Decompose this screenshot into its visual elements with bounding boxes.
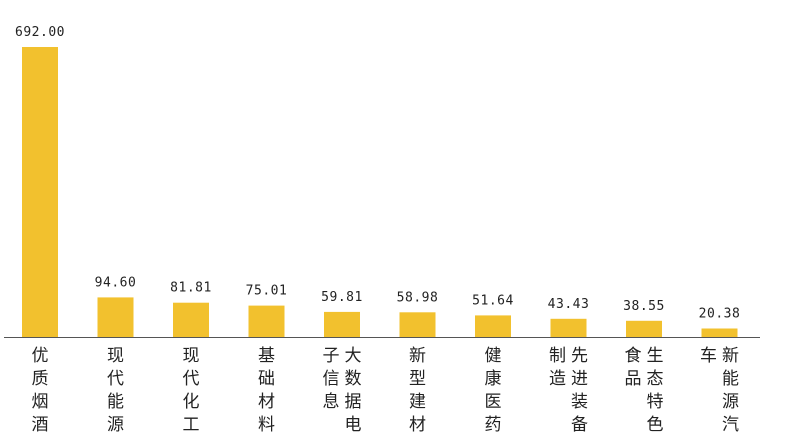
data-label: 692.00: [15, 25, 65, 40]
data-label: 43.43: [548, 297, 590, 312]
data-label: 51.64: [472, 293, 514, 308]
data-label: 58.98: [397, 290, 439, 305]
bar: [248, 305, 285, 337]
category-labels-group: 优质烟酒现代能源现代化工基础材料大数据电子信息新型建材健康医药先进装备制造生态特…: [32, 346, 740, 435]
category-label-column: 生态特色: [647, 346, 664, 435]
category-label-column: 基础材料: [258, 346, 275, 435]
category-label-column: 现代化工: [183, 346, 200, 435]
category-label-column: 食品: [625, 346, 642, 389]
category-label: 新型建材: [409, 346, 426, 435]
data-label: 59.81: [321, 290, 363, 305]
bar: [399, 312, 436, 337]
category-label-column: 现代能源: [107, 346, 124, 435]
category-label-column: 子信息: [323, 346, 340, 412]
category-label-column: 新型建材: [409, 346, 426, 435]
category-label-column: 先进装备: [571, 346, 588, 435]
category-label-column: 新能源汽: [722, 346, 739, 435]
category-label: 优质烟酒: [32, 346, 49, 435]
data-label: 94.60: [95, 275, 137, 290]
category-label: 基础材料: [258, 346, 275, 435]
category-label-column: 大数据电: [345, 346, 362, 435]
bars-group: [22, 47, 738, 337]
bar: [701, 328, 738, 337]
bar: [324, 311, 360, 337]
category-label: 健康医药: [485, 346, 502, 435]
bar: [173, 302, 209, 337]
bar: [550, 318, 587, 337]
data-label: 75.01: [246, 284, 288, 299]
bar: [626, 320, 662, 337]
category-label-column: 制造: [549, 346, 566, 389]
bar: [475, 315, 511, 337]
category-label-column: 优质烟酒: [32, 346, 49, 435]
category-label: 现代化工: [183, 346, 200, 435]
category-label-column: 健康医药: [485, 346, 502, 435]
value-labels-group: 692.00 94.60 81.81 75.01 59.81 58.98 51.64 43.4…: [15, 25, 740, 322]
bar: [97, 297, 134, 337]
data-label: 38.55: [623, 299, 665, 314]
category-label: 现代能源: [107, 346, 124, 435]
bar: [22, 47, 58, 337]
category-label-column: 车: [700, 346, 717, 366]
data-label: 20.38: [699, 307, 741, 322]
data-label: 81.81: [170, 281, 212, 296]
